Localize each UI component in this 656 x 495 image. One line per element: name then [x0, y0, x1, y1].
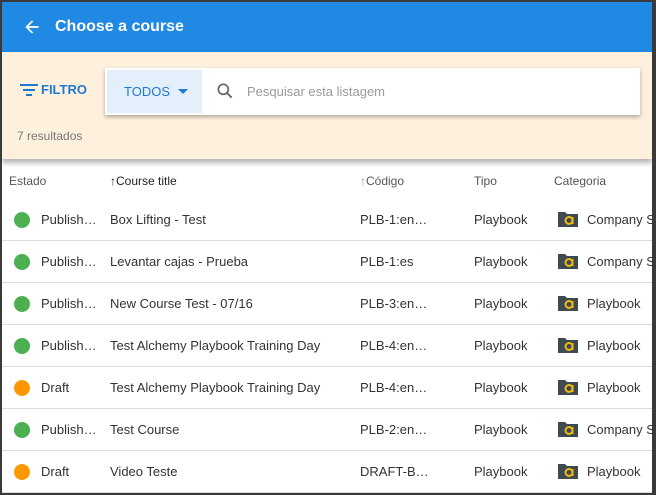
status-text: Publish… [41, 254, 97, 269]
course-type: Playbook [474, 296, 528, 311]
filter-label: FILTRO [41, 82, 87, 97]
course-title: Test Alchemy Playbook Training Day [110, 380, 321, 395]
course-category: Playbook [587, 338, 641, 353]
back-arrow-icon[interactable] [22, 17, 42, 37]
course-code: PLB-1:es [360, 254, 414, 269]
category-folder-icon [558, 338, 578, 353]
course-type: Playbook [474, 338, 528, 353]
status-text: Draft [41, 380, 70, 395]
course-category: Company S [587, 212, 655, 227]
sort-arrow-icon: ↑ [360, 174, 366, 188]
column-header-type[interactable]: Tipo [474, 174, 497, 188]
category-folder-icon [558, 254, 578, 269]
category-folder-icon [558, 296, 578, 311]
table-row[interactable]: Publish… New Course Test - 07/16 PLB-3:e… [2, 283, 652, 325]
status-dot-icon [14, 380, 30, 396]
status-dot-icon [14, 296, 30, 312]
course-type: Playbook [474, 380, 528, 395]
status-dropdown-value: TODOS [124, 84, 170, 99]
status-text: Publish… [41, 212, 97, 227]
course-category: Playbook [587, 296, 641, 311]
course-code: PLB-2:en… [360, 422, 428, 437]
course-title: Test Alchemy Playbook Training Day [110, 338, 321, 353]
status-dot-icon [14, 338, 30, 354]
course-category: Playbook [587, 380, 641, 395]
column-title-label: Course title [116, 174, 177, 188]
table-row[interactable]: Publish… Test Course PLB-2:en… Playbook … [2, 409, 652, 451]
column-header-code[interactable]: ↑Código [360, 174, 404, 188]
filter-button[interactable]: FILTRO [20, 82, 87, 97]
app-bar: Choose a course [2, 2, 652, 52]
column-header-category[interactable]: Categoria [554, 174, 607, 188]
course-title: Box Lifting - Test [110, 212, 206, 227]
filter-icon [20, 83, 38, 96]
filter-bar: FILTRO TODOS 7 resultados [2, 52, 652, 159]
caret-down-icon [178, 89, 188, 94]
results-count: 7 resultados [17, 129, 83, 143]
course-type: Playbook [474, 212, 528, 227]
course-type: Playbook [474, 254, 528, 269]
status-dot-icon [14, 212, 30, 228]
sort-arrow-icon: ↑ [110, 174, 116, 188]
course-category: Playbook [587, 464, 641, 479]
course-code: PLB-4:en… [360, 380, 428, 395]
table-row[interactable]: Draft Test Alchemy Playbook Training Day… [2, 367, 652, 409]
category-folder-icon [558, 380, 578, 395]
table-row[interactable]: Publish… Levantar cajas - Prueba PLB-1:e… [2, 241, 652, 283]
course-type: Playbook [474, 464, 528, 479]
search-input[interactable] [247, 80, 627, 102]
status-text: Publish… [41, 338, 97, 353]
course-code: PLB-4:en… [360, 338, 428, 353]
search-box: TODOS [105, 68, 640, 115]
column-header-title[interactable]: ↑Course title [110, 174, 177, 188]
course-code: PLB-1:en… [360, 212, 428, 227]
category-folder-icon [558, 212, 578, 227]
status-text: Draft [41, 464, 70, 479]
course-code: PLB-3:en… [360, 296, 428, 311]
status-text: Publish… [41, 296, 97, 311]
table-row[interactable]: Draft Video Teste DRAFT-B… Playbook Play… [2, 451, 652, 493]
course-title: New Course Test - 07/16 [110, 296, 253, 311]
page-title: Choose a course [55, 18, 184, 35]
column-code-label: Código [366, 174, 405, 188]
course-category: Company S [587, 422, 655, 437]
status-dot-icon [14, 464, 30, 480]
status-dot-icon [14, 254, 30, 270]
course-title: Video Teste [110, 464, 178, 479]
category-folder-icon [558, 464, 578, 479]
course-code: DRAFT-B… [360, 464, 429, 479]
search-icon [217, 83, 233, 99]
course-title: Test Course [110, 422, 180, 437]
course-title: Levantar cajas - Prueba [110, 254, 249, 269]
course-category: Company S [587, 254, 655, 269]
status-dropdown[interactable]: TODOS [107, 70, 202, 113]
category-folder-icon [558, 422, 578, 437]
table-row[interactable]: Publish… Test Alchemy Playbook Training … [2, 325, 652, 367]
status-text: Publish… [41, 422, 97, 437]
course-type: Playbook [474, 422, 528, 437]
table-row[interactable]: Publish… Box Lifting - Test PLB-1:en… Pl… [2, 199, 652, 241]
status-dot-icon [14, 422, 30, 438]
column-header-status[interactable]: Estado [9, 174, 47, 188]
